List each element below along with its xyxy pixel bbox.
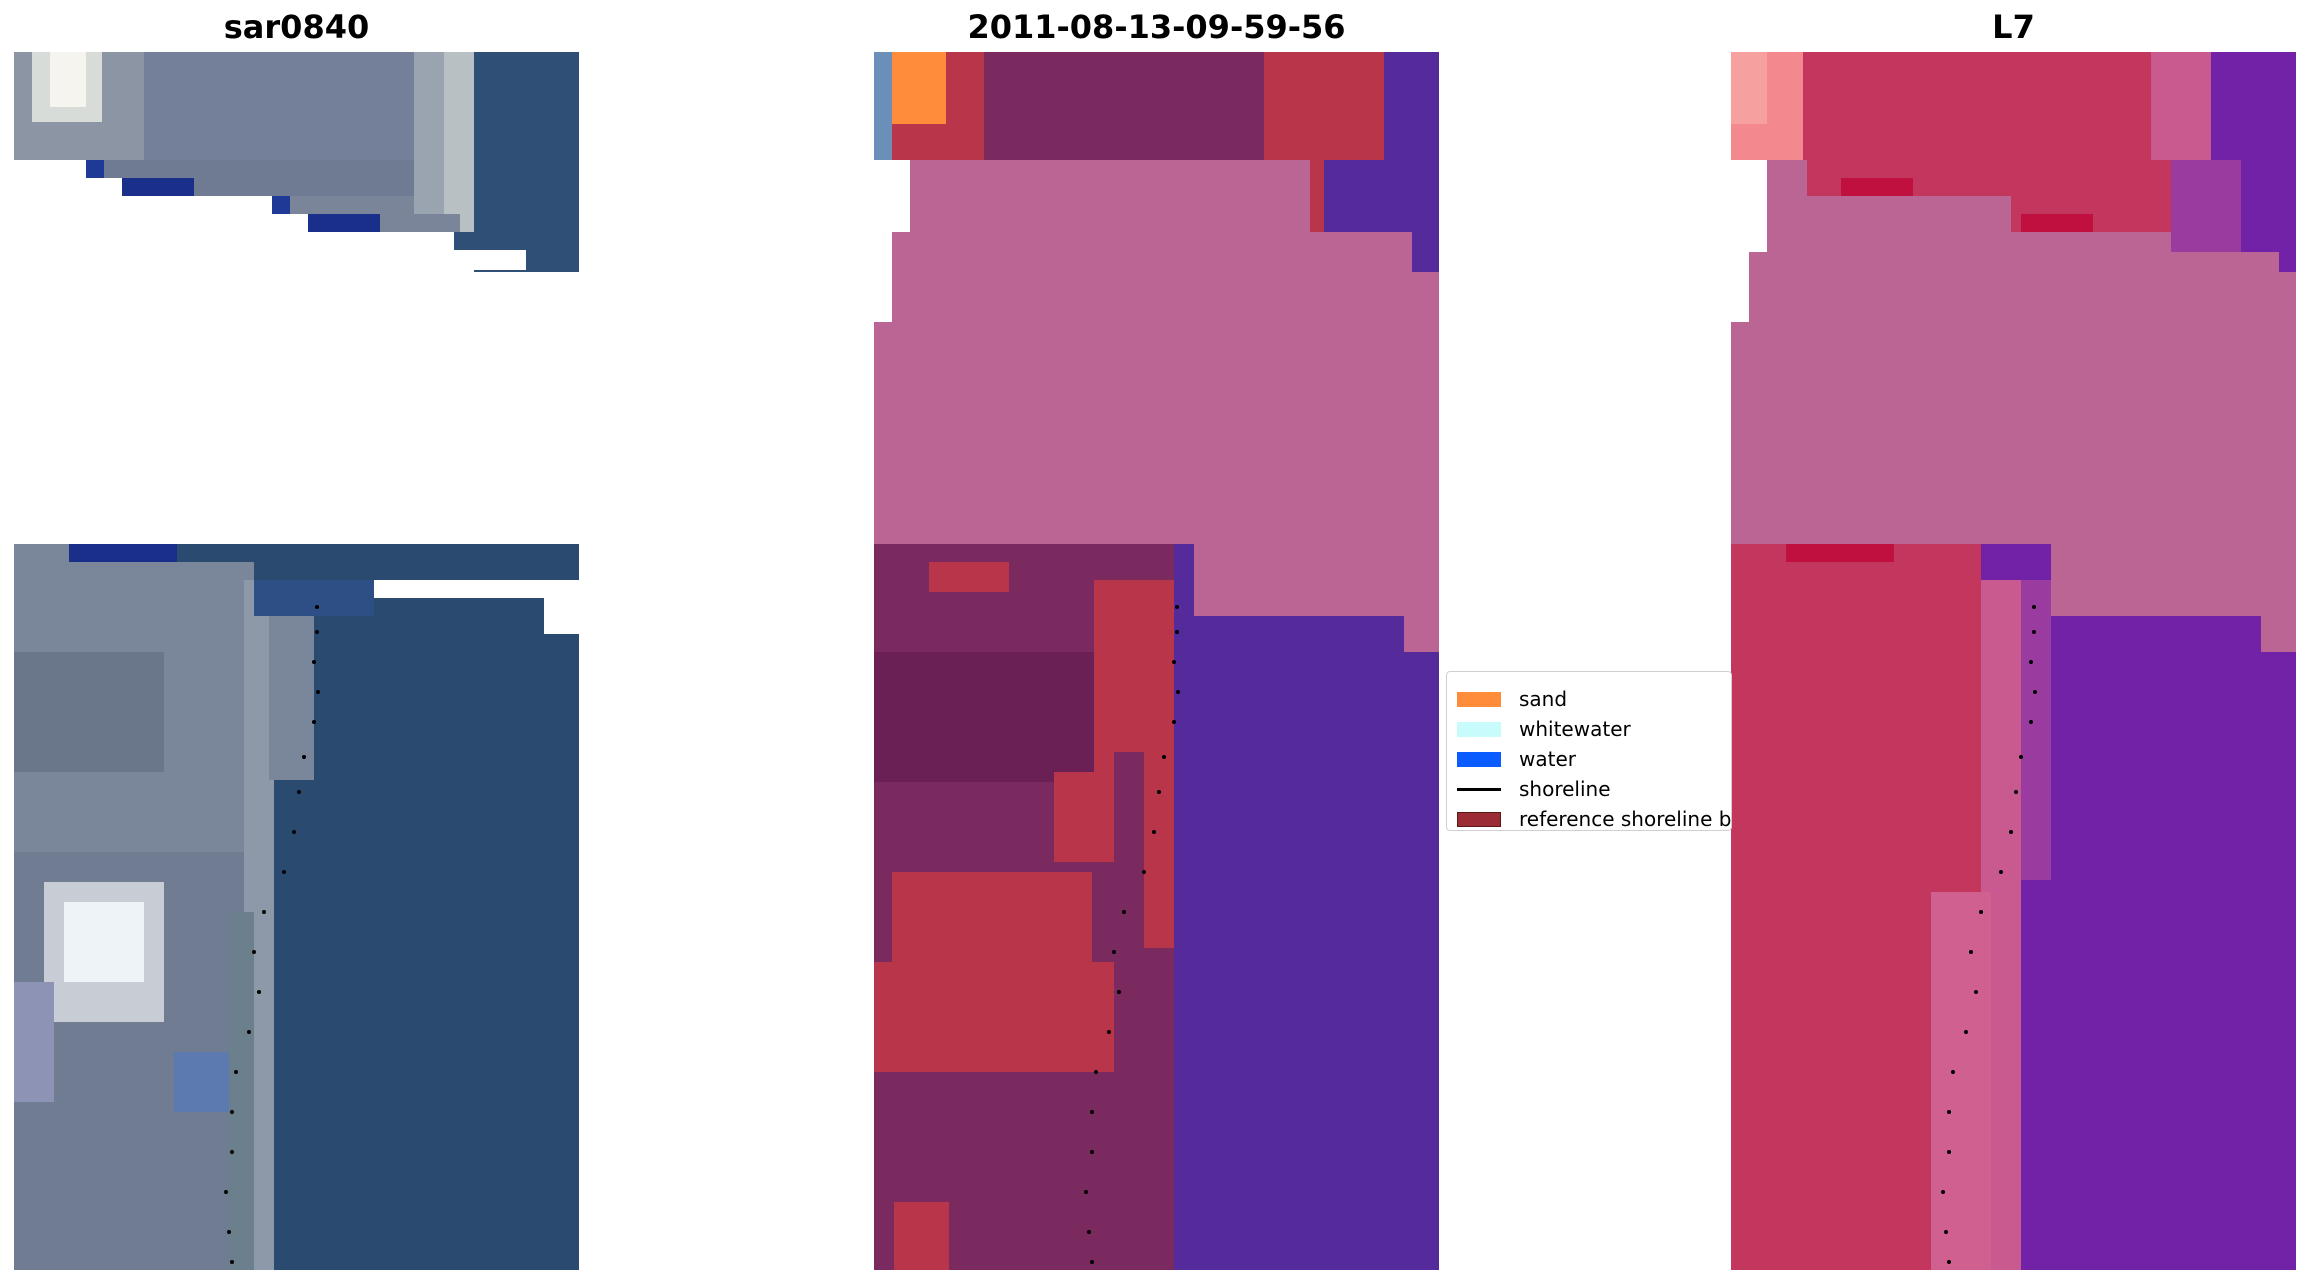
rgb-image <box>14 52 579 1270</box>
rgb-top-block <box>14 52 579 272</box>
legend-swatch <box>1457 691 1501 707</box>
legend-item-whitewater: whitewater <box>1457 714 1631 744</box>
rgb-shoreline <box>224 605 320 1264</box>
panel-title: 2011-08-13-09-59-56 <box>967 8 1346 46</box>
rgb-bottom-block <box>14 544 579 1270</box>
legend-label: sand <box>1519 687 1568 711</box>
legend-label: shoreline <box>1519 777 1611 801</box>
legend-item-sand: sand <box>1457 684 1567 714</box>
panel-title: L7 <box>1992 8 2035 46</box>
legend-item-reference-buffer: reference shoreline buffer <box>1457 804 1732 831</box>
panel-classification: 2011-08-13-09-59-56 <box>874 0 1439 1283</box>
l7-image <box>1731 52 2296 1270</box>
panel-l7: L7 <box>1731 0 2296 1283</box>
panel-title: sar0840 <box>223 8 370 46</box>
legend-item-water: water <box>1457 744 1576 774</box>
legend-item-shoreline: shoreline <box>1457 774 1611 804</box>
classification-shoreline <box>1084 605 1180 1264</box>
legend-label: water <box>1519 747 1576 771</box>
panel-rgb: sar0840 <box>14 0 579 1283</box>
legend-label: reference shoreline buffer <box>1519 807 1732 831</box>
classification-image <box>874 52 1439 1270</box>
legend-swatch <box>1457 721 1501 737</box>
legend-label: whitewater <box>1519 717 1631 741</box>
legend-swatch <box>1457 751 1501 767</box>
l7-shoreline <box>1941 605 2037 1264</box>
legend-swatch <box>1457 787 1501 791</box>
legend-swatch <box>1457 811 1501 827</box>
legend: sand whitewater water shoreline referenc… <box>1446 671 1732 831</box>
